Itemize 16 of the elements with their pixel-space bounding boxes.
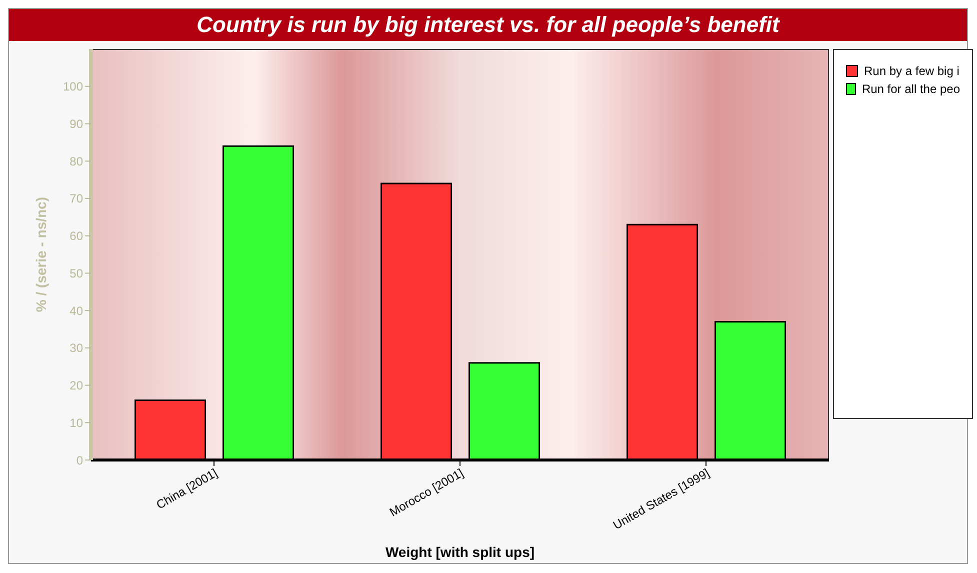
- x-axis-title: Weight [with split ups]: [385, 544, 535, 560]
- y-tick-label: 50: [70, 266, 84, 280]
- legend-label: Run for all the peo: [862, 82, 960, 96]
- y-tick-label: 70: [70, 192, 84, 206]
- legend-label: Run by a few big i: [864, 64, 960, 78]
- y-tick-label: 20: [70, 378, 84, 393]
- y-tick-label: 10: [70, 416, 84, 430]
- y-tick-label: 90: [70, 116, 84, 131]
- y-tick-label: 30: [70, 341, 84, 356]
- y-tick-label: 40: [70, 304, 84, 318]
- y-tick-label: 60: [70, 229, 84, 244]
- chart-title: Country is run by big interest vs. for all people’s benefit: [9, 9, 967, 41]
- y-tick-label: 80: [70, 154, 84, 168]
- y-axis-title: % / (serie - ns/nc): [32, 196, 49, 312]
- y-tick-label: 100: [62, 80, 84, 94]
- y-tick-label: 0: [76, 453, 84, 468]
